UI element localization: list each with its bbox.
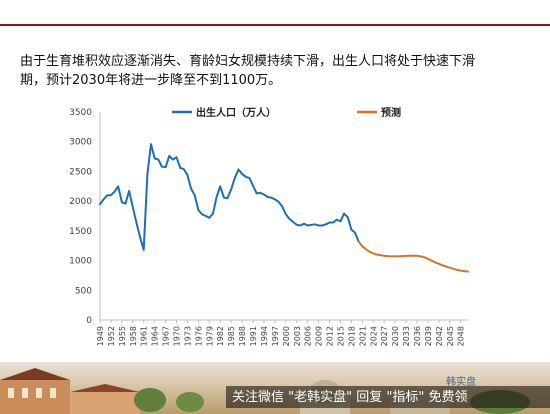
x-tick-label: 2018: [347, 326, 356, 346]
forecast-series-line: [357, 240, 469, 273]
x-tick-label: 2000: [282, 326, 291, 346]
x-tick-label: 2015: [336, 326, 345, 346]
y-tick-label: 1500: [69, 227, 92, 237]
actual-series-line: [99, 143, 360, 251]
x-tick-label: 1964: [151, 326, 160, 346]
x-tick-label: 2039: [424, 326, 433, 346]
x-tick-label: 2024: [369, 326, 378, 346]
x-tick-label: 2009: [315, 326, 324, 346]
x-tick-label: 2030: [391, 326, 400, 346]
x-tick-label: 2003: [293, 326, 302, 346]
x-tick-label: 1985: [227, 326, 236, 346]
x-tick-label: 1958: [129, 326, 138, 346]
x-tick-label: 2021: [358, 326, 367, 346]
header-bar: [0, 0, 550, 24]
footer-banner: 韩实盘 关注微信 "老韩实盘" 回复 "指标" 免费领: [0, 362, 550, 414]
x-tick-label: 1973: [183, 326, 192, 346]
intro-line-1: 由于生育堆积效应逐渐消失、育龄妇女规模持续下滑，出生人口将处于快速下滑: [20, 54, 476, 69]
x-tick-label: 1994: [260, 326, 269, 346]
x-tick-label: 1979: [205, 326, 214, 346]
y-tick-label: 500: [75, 286, 92, 296]
watermark-text: 韩实盘: [446, 377, 476, 388]
y-tick-label: 2500: [69, 167, 92, 177]
x-tick-label: 2027: [380, 326, 389, 346]
x-tick-label: 1949: [96, 326, 105, 346]
x-tick-label: 2036: [413, 326, 422, 346]
caption-banner: [226, 386, 550, 408]
legend-forecast-label: 预测: [381, 106, 401, 119]
intro-text: 由于生育堆积效应逐渐消失、育龄妇女规模持续下滑，出生人口将处于快速下滑 期，预计…: [20, 52, 530, 90]
x-tick-label: 1991: [249, 326, 258, 346]
intro-line-2: 期，预计2030年将进一步降至不到1100万。: [20, 73, 282, 88]
x-tick-label: 1952: [107, 326, 116, 346]
y-tick-label: 3000: [69, 138, 92, 148]
x-tick-label: 1967: [162, 326, 171, 346]
x-tick-label: 2048: [457, 326, 466, 346]
header-divider: [0, 24, 550, 26]
x-tick-label: 2012: [326, 326, 335, 346]
x-tick-label: 2042: [435, 326, 444, 346]
x-tick-label: 1982: [216, 326, 225, 346]
promo-caption: 关注微信 "老韩实盘" 回复 "指标" 免费领: [232, 390, 468, 405]
y-tick-label: 3500: [69, 108, 92, 118]
y-tick-label: 1000: [69, 257, 92, 267]
x-tick-label: 1997: [271, 326, 280, 346]
x-tick-label: 2006: [304, 326, 313, 346]
birth-population-chart: 0 500 1000 1500 2000 2500 3000 3500 1949 1952 1955…: [69, 106, 469, 346]
legend-actual-label: 出生人口（万人）: [196, 106, 276, 119]
y-tick-label: 0: [86, 316, 92, 326]
x-tick-label: 1961: [140, 326, 149, 346]
x-tick-label: 1970: [173, 326, 182, 346]
x-tick-label: 2033: [402, 326, 411, 346]
y-tick-label: 2000: [69, 197, 92, 207]
x-tick-label: 1976: [194, 326, 203, 346]
x-tick-label: 2045: [446, 326, 455, 346]
x-tick-label: 1955: [118, 326, 127, 346]
x-tick-label: 1988: [238, 326, 247, 346]
